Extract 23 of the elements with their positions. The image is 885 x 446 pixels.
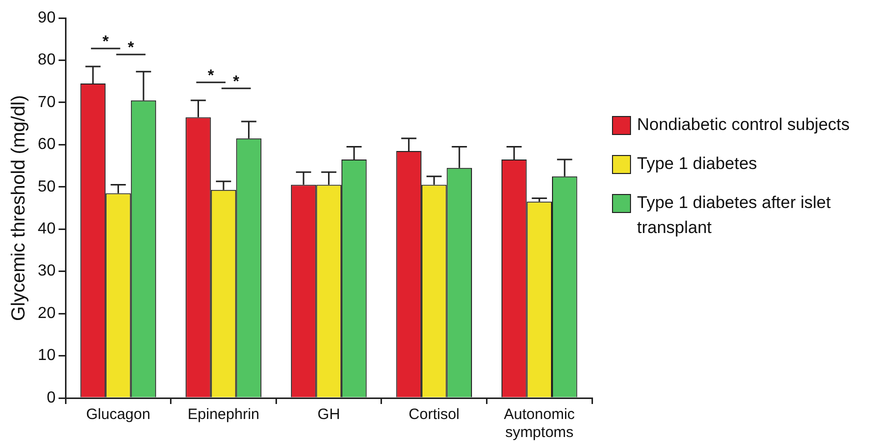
y-tick-label: 0 [46,389,56,406]
y-tick-label: 20 [38,304,56,322]
x-tick-label: GH [318,406,340,424]
y-tick-label: 10 [38,347,56,364]
annotation: * [102,34,110,51]
x-tick-label: Autonomic symptoms [504,406,576,442]
legend-label: Type 1 diabetes after islet transplant [637,192,832,239]
annotation: * [128,40,135,57]
y-tick-label: 60 [38,136,56,154]
y-tick-label: 50 [38,178,56,196]
y-tick-label: 90 [38,9,56,26]
y-tick-label: 30 [38,262,56,280]
y-tick-label: 70 [38,94,56,111]
annotation: * [208,67,215,84]
legend-label: Nondiabetic control subjects [637,114,850,136]
annotation: * [233,73,240,90]
y-tick-label: 80 [38,52,56,69]
x-tick-label: Epinephrin [188,406,260,424]
y-tick-label: 40 [38,220,56,238]
x-tick-label: Cortisol [408,406,460,424]
x-tick-label: Glucagon [86,406,150,424]
legend-label: Type 1 diabetes [637,153,758,175]
y-axis-title: Glycemic threshold (mg/dl) [8,95,30,321]
